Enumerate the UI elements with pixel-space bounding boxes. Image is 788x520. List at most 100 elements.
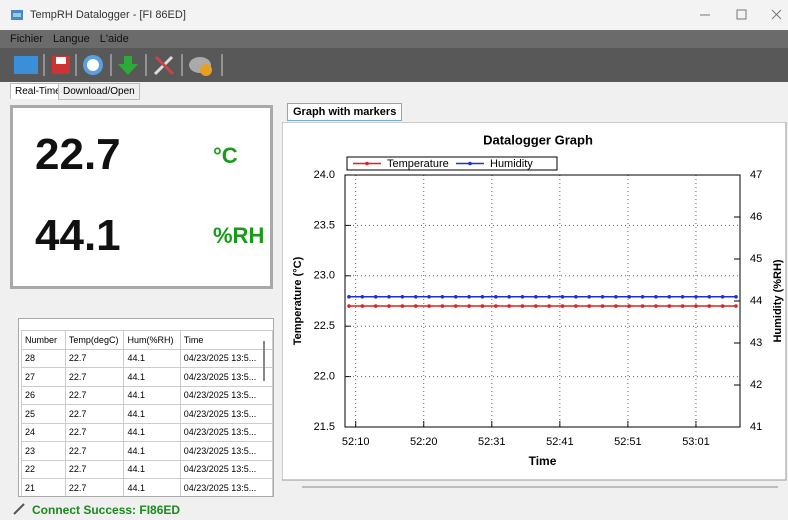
y2-tick-label: 44	[750, 295, 762, 307]
table-row[interactable]: 28 22.7 44.1 04/23/2025 13:5...	[21, 348, 273, 368]
humidity-unit: %RH	[213, 223, 265, 248]
table-cell: 24	[21, 422, 66, 442]
menu-item[interactable]: Fichier	[10, 33, 44, 45]
table-cell: Number	[21, 330, 66, 350]
table-cell: 04/23/2025 13:5...	[179, 422, 273, 442]
legend-box	[346, 156, 558, 171]
table-row[interactable]: 23 22.7 44.1 04/23/2025 13:5...	[21, 441, 273, 461]
series-marker	[427, 295, 431, 299]
table-cell: 28	[21, 348, 66, 368]
series-marker	[547, 304, 551, 308]
table-row[interactable]: 26 22.7 44.1 04/23/2025 13:5...	[21, 385, 273, 405]
series-marker	[667, 304, 672, 308]
series-marker	[654, 295, 658, 299]
y2-tick-label: 47	[750, 169, 762, 181]
menu-item[interactable]: L'aide	[99, 33, 129, 45]
series-marker	[400, 304, 405, 308]
legend-label: Temperature	[387, 158, 449, 170]
table-cell: 04/23/2025 13:5...	[179, 478, 273, 496]
table-cell: 44.1	[123, 404, 181, 424]
series-marker	[347, 304, 351, 308]
legend-marker	[365, 161, 369, 166]
series-marker	[627, 295, 632, 299]
temperature-value: 22.7	[35, 130, 121, 179]
series-marker	[480, 304, 485, 308]
series-marker	[614, 304, 618, 308]
table-cell: 04/23/2025 13:5...	[179, 348, 273, 368]
plot-frame	[344, 174, 741, 428]
graph-tab[interactable]: Graph with markers	[287, 103, 403, 121]
tab[interactable]: Download/Open	[58, 83, 140, 100]
x-tick-label: 53:01	[682, 436, 710, 448]
temperature-unit: °C	[213, 143, 238, 168]
y2-tick-label: 43	[750, 337, 762, 349]
series-marker	[467, 295, 471, 299]
series-marker	[360, 304, 365, 308]
series-marker	[387, 304, 391, 308]
series-marker	[707, 304, 712, 308]
table-cell: 22.7	[64, 441, 125, 461]
chart: Datalogger Graph 21.5 22.0 22.5 23.0 23.5 24.0…	[282, 122, 787, 488]
series-marker	[507, 304, 511, 308]
series-marker	[600, 295, 605, 299]
table-row[interactable]: 22 22.7 44.1 04/23/2025 13:5...	[21, 459, 273, 479]
chart-panel	[282, 122, 787, 481]
series-marker	[720, 295, 725, 299]
series-marker	[654, 304, 658, 308]
y2-axis-label: Humidity (%RH)	[772, 259, 784, 342]
series-marker	[680, 295, 685, 299]
menu-item[interactable]: Langue	[53, 33, 90, 45]
status-bar: Connect Success: FI86ED	[0, 497, 788, 520]
x-axis-label: Time	[529, 454, 557, 468]
y-axis-label: Temperature (°C)	[292, 256, 304, 345]
series-marker	[373, 304, 378, 308]
series-marker	[547, 295, 551, 299]
series-marker	[453, 304, 458, 308]
y2-tick-label: 45	[750, 253, 762, 265]
series-marker	[587, 304, 592, 308]
status-icon	[13, 503, 25, 515]
series-marker	[440, 304, 445, 308]
table-row[interactable]: 27 22.7 44.1 04/23/2025 13:5...	[21, 367, 273, 387]
series-marker	[360, 295, 365, 299]
series-marker	[640, 304, 645, 308]
table-cell: 23	[21, 441, 66, 461]
table-cell: 44.1	[123, 385, 181, 405]
table-cell: 04/23/2025 13:5...	[179, 404, 273, 424]
table-cell: 44.1	[123, 348, 181, 368]
series-marker	[520, 295, 525, 299]
series-marker	[574, 295, 578, 299]
table-cell: 22.7	[64, 422, 125, 442]
table-row[interactable]: 21 22.7 44.1 04/23/2025 13:5...	[21, 478, 273, 496]
x-tick-label: 52:31	[478, 436, 506, 448]
series-marker	[373, 295, 378, 299]
toolbar-icons[interactable]	[0, 48, 260, 82]
table-cell: 21	[21, 478, 66, 496]
x-tick-label: 52:10	[342, 436, 370, 448]
series-marker	[734, 295, 738, 299]
table-row[interactable]: 24 22.7 44.1 04/23/2025 13:5...	[21, 422, 273, 442]
table-row[interactable]: 25 22.7 44.1 04/23/2025 13:5...	[21, 404, 273, 424]
series-marker	[507, 295, 511, 299]
series-marker	[534, 295, 538, 299]
series-marker	[614, 295, 618, 299]
series-marker	[534, 304, 538, 308]
series-marker	[707, 295, 712, 299]
x-tick-label: 52:41	[546, 436, 574, 448]
x-tick-label: 52:51	[614, 436, 642, 448]
table-row[interactable]: Number Temp(degC) Hum(%RH) Time	[21, 330, 273, 350]
series-marker	[387, 295, 391, 299]
series-marker	[694, 304, 698, 308]
series-marker	[720, 304, 725, 308]
table-cell: 44.1	[123, 441, 181, 461]
window-controls[interactable]	[700, 8, 788, 22]
chart-title: Datalogger Graph	[483, 132, 593, 147]
table-cell: 44.1	[123, 478, 181, 496]
series-marker	[560, 304, 565, 308]
series-marker	[627, 304, 632, 308]
scrollbar[interactable]	[263, 341, 265, 381]
series-marker	[667, 295, 672, 299]
status-text: Connect Success: FI86ED	[32, 503, 181, 517]
y-tick-label: 24.0	[314, 169, 335, 181]
